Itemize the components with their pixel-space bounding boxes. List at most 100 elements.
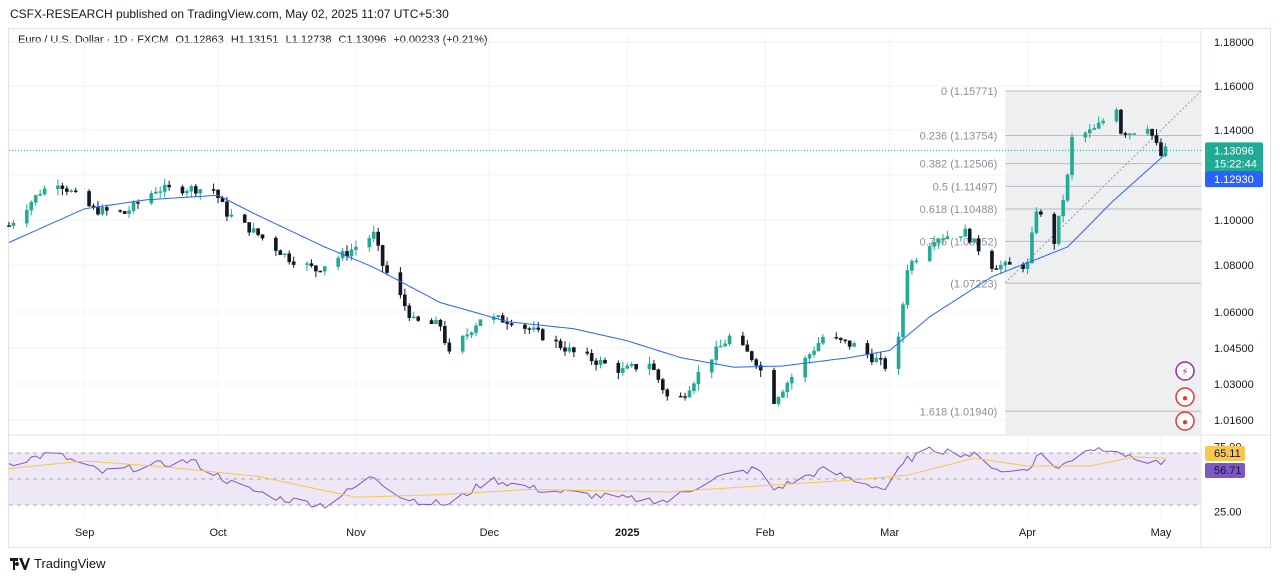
candle-body [411,316,416,319]
rsi-value-tag [1205,463,1245,478]
time-axis-label: May [1151,527,1172,539]
candle-body [914,260,919,263]
time-axis-label: Sep [75,527,95,539]
candle-body [838,337,843,341]
time-axis-label: Dec [480,527,500,539]
time-axis-label: Mar [880,527,899,539]
candle-body [745,344,750,352]
fib-level-label: 0.5 (1.11497) [933,181,998,193]
fib-level-label: 0 (1.15771) [941,86,997,98]
candle-body [634,364,638,370]
candle-body [1128,133,1132,135]
candle-body [60,185,65,189]
candle-body [56,185,60,190]
candle-body [167,184,171,188]
candle-body [478,319,483,326]
candle-body [567,347,572,352]
candle-body [322,266,327,272]
candle-body [683,396,687,398]
candle-body [211,189,216,191]
candle-body [723,343,727,347]
fibonacci-zone [1005,91,1201,437]
candle-body [278,250,283,256]
price-axis-label: 1.04500 [1214,343,1254,355]
candle-body [247,222,251,233]
candle-body [789,376,794,384]
candle-body [532,327,536,330]
legend-open: O1.12863 [175,34,224,46]
candle-body [305,263,309,265]
candle-body [1096,122,1101,129]
candle-body [509,323,514,326]
candle-body [620,368,625,373]
candle-body [927,246,932,262]
candle-body [256,228,260,235]
candle-body [376,231,380,246]
candle-body [1083,132,1088,138]
candle-body [754,359,759,366]
candle-body [1163,146,1168,156]
candle-body [1132,133,1137,135]
candle-body [1065,174,1070,201]
candle-body [7,225,11,227]
candle-body [616,362,621,373]
last-price-tag [1205,142,1263,173]
candle-body [758,365,763,371]
chart-frame [8,28,1271,548]
candle-body [314,265,318,272]
candle-body [251,228,256,233]
candle-body [901,304,905,338]
candle-body [465,334,469,337]
candle-body [994,268,999,270]
candle-body [416,316,421,321]
candle-body [678,395,683,398]
candle-body [1087,129,1092,134]
candle-body [1007,261,1012,265]
price-axis-label: 1.14000 [1214,125,1254,137]
price-axis-label: 1.06000 [1214,307,1254,319]
candle-body [772,369,776,404]
candle-body [429,320,434,324]
bar-countdown: 15:22:44 [1214,158,1257,170]
candle-body [407,305,412,318]
candle-body [1039,211,1043,215]
candle-body [878,357,883,360]
candle-body [105,207,109,211]
candle-body [185,190,189,194]
price-axis-label: 1.01600 [1214,415,1254,427]
candle-body [603,360,607,364]
eu-flag-icon [1175,387,1195,407]
candle-body [536,327,541,330]
rsi-ma-tag [1205,446,1245,461]
candle-body [652,363,656,370]
candle-body [336,257,340,267]
candle-body [870,354,874,363]
publisher-line: CSFX-RESEARCH published on TradingView.c… [10,7,449,21]
candle-body [585,351,590,354]
price-axis-label: 1.16000 [1214,81,1254,93]
candle-body [803,357,807,378]
legend-change: +0.00233 (+0.21%) [393,34,488,46]
tradingview-brand[interactable]: TradingView [10,556,106,571]
candle-body [438,319,443,327]
candle-body [692,383,696,392]
candle-body [136,202,140,204]
candle-body [959,236,963,238]
candle-body [11,222,16,226]
ma-value-tag [1205,171,1263,188]
us-flag-icon [1175,411,1195,431]
candle-body [1061,200,1065,217]
candle-body [127,210,131,214]
candle-body [469,332,474,335]
legend-symbol[interactable]: Euro / U.S. Dollar · 1D · FXCM [18,34,169,46]
candle-body [1030,232,1034,263]
candle-body [945,236,950,239]
candle-body [1070,136,1074,176]
candle-body [291,261,296,265]
candle-body [443,326,447,344]
candle-body [69,190,74,193]
candle-body [189,186,194,192]
candle-body [709,359,714,373]
candle-body [883,358,888,369]
